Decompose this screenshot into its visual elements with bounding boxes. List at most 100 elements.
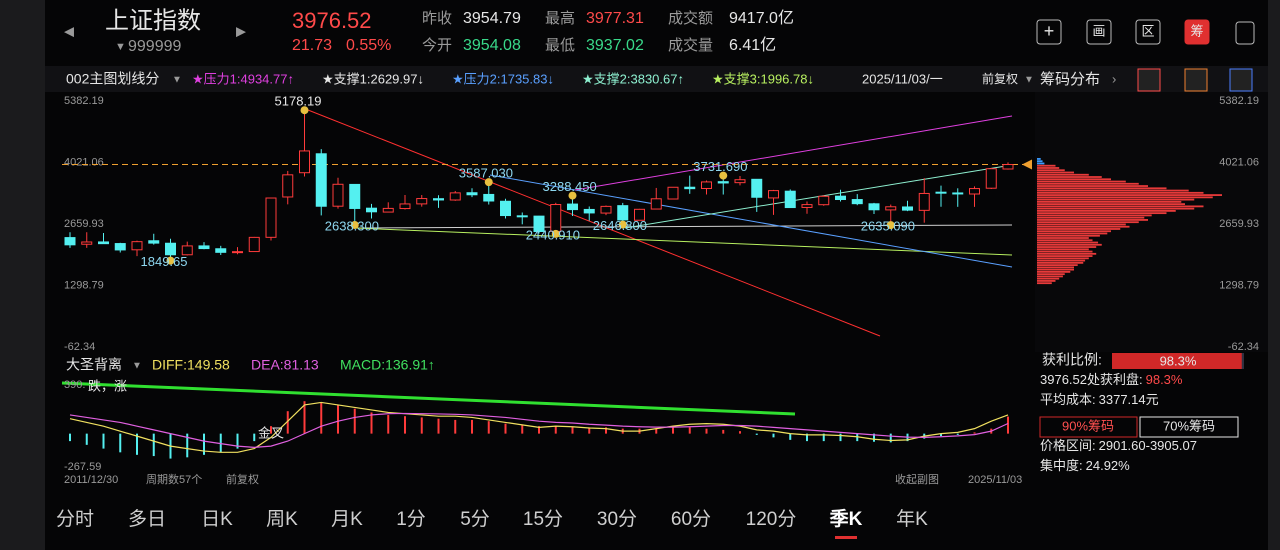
collapse[interactable]: 收起副图 [895,472,939,486]
tool-icon-label: 画 [1092,23,1105,38]
chip-bar [1037,200,1182,203]
macd-label: MACD:136.91↑ [340,357,435,373]
field-label: 今开 [422,37,452,54]
chip-bar [1037,178,1111,181]
candle-body [935,191,947,194]
candle-body [533,215,545,232]
chip-bar [1037,216,1145,219]
candle-body [416,198,428,205]
price: 3976.52 [292,8,372,33]
period-tab[interactable]: 年K [896,508,928,530]
extreme-label: 3731.690 [693,159,747,174]
chip-bar [1037,167,1060,169]
candle-body [248,236,260,253]
chip-bar [1037,203,1185,206]
macd-tick-label: 390. [64,379,85,391]
extreme-label: 1849.65 [141,254,188,269]
extreme-dot [618,220,627,229]
y-tick-label-right: 5382.19 [1219,95,1259,107]
period-tab[interactable]: 60分 [671,508,711,530]
period-tab[interactable]: 15分 [523,508,563,530]
period-tab[interactable]: 1分 [396,508,426,530]
indicator-name[interactable]: 002主图划线分 [66,71,159,87]
period-tab[interactable]: 120分 [746,508,797,530]
chip-bar [1037,264,1078,267]
candle-body [98,241,109,245]
panel-name[interactable]: 筹码分布 [1040,71,1100,88]
next-arrow[interactable]: ▶ [236,23,246,38]
stat-label: 平均成本: [1040,392,1096,407]
candle-body [784,190,796,209]
extreme-dot [484,178,493,187]
stock-code: 999999 [128,38,181,55]
candle-body [885,206,897,211]
period-tab[interactable]: 周K [266,509,298,530]
chip-bar [1037,259,1086,262]
chip-bar [1037,261,1084,264]
period-tab[interactable]: 5分 [460,508,490,530]
tool-icon[interactable] [1135,19,1161,45]
active-underline [835,536,857,539]
chip-bar [1037,252,1097,255]
tool-icon[interactable] [1184,19,1210,45]
trend-line [354,227,1013,256]
chip70-tab[interactable] [1139,416,1239,438]
candle-body [818,195,830,206]
extreme-label: 2440.910 [526,227,580,242]
candle-body [516,215,528,218]
toolbar-bg [45,66,1268,92]
stat-value: 24.92% [1086,458,1131,473]
adjust[interactable]: 前复权 [982,71,1018,86]
extreme-dot [886,221,895,230]
candle-body [801,204,813,208]
macd-arrow: ▼ [132,361,142,372]
panel-icon-1[interactable] [1137,68,1161,92]
stat-value: 98.3% [1146,372,1183,387]
chip90-tab[interactable] [1039,416,1138,438]
extreme-dot [719,171,728,180]
chip-bar [1037,266,1074,269]
field-value: 3954.08 [463,37,521,54]
chip-bar [1037,191,1204,194]
panel-arrow: › [1112,71,1116,86]
prev-arrow[interactable]: ◀ [64,23,74,38]
period-tab[interactable]: 季K [830,508,863,530]
panel-icon-2[interactable] [1184,68,1208,92]
period-tab[interactable]: 日K [201,509,233,530]
candle-body [868,203,880,211]
y-tick-label-right: 2659.93 [1219,218,1259,230]
candle-body [449,192,461,201]
period-tab[interactable]: 30分 [597,508,637,530]
trend-line [489,174,1013,268]
chip-bar [1037,205,1204,208]
period-tab[interactable]: 分时 [56,508,94,530]
tool-icon[interactable] [1086,19,1112,45]
chip-bar [1037,243,1102,246]
chip-bar [1037,234,1100,237]
candle-body [969,188,980,195]
candle-body [265,197,277,238]
stat-value: 2901.60-3905.07 [1099,438,1197,453]
candle-body [583,208,595,214]
macd-name[interactable]: 大圣背离 [66,357,122,373]
tool-icon-label: 筹 [1190,23,1203,38]
candle-body [768,190,779,199]
stat-label: 3976.52处获利盘: [1040,372,1143,387]
macd-tick-label: -267.59 [64,461,101,473]
chip-bar [1037,187,1167,190]
candle-body [64,237,76,246]
period-tab[interactable]: 多日 [128,508,166,530]
y-tick-label: 5382.19 [64,95,104,107]
add-icon[interactable] [1036,19,1062,45]
panel-icon-3[interactable] [1229,68,1253,92]
device-icon[interactable] [1235,21,1255,45]
candle-body [600,205,612,214]
chip-bar [1037,209,1176,212]
candle-body [985,168,997,189]
chip-bar [1037,280,1056,282]
period-tab[interactable]: 月K [331,509,363,530]
chip-bar [1037,189,1189,192]
chip-bar [1037,219,1148,221]
extreme-dot [551,229,560,238]
chip-bar [1037,232,1108,235]
